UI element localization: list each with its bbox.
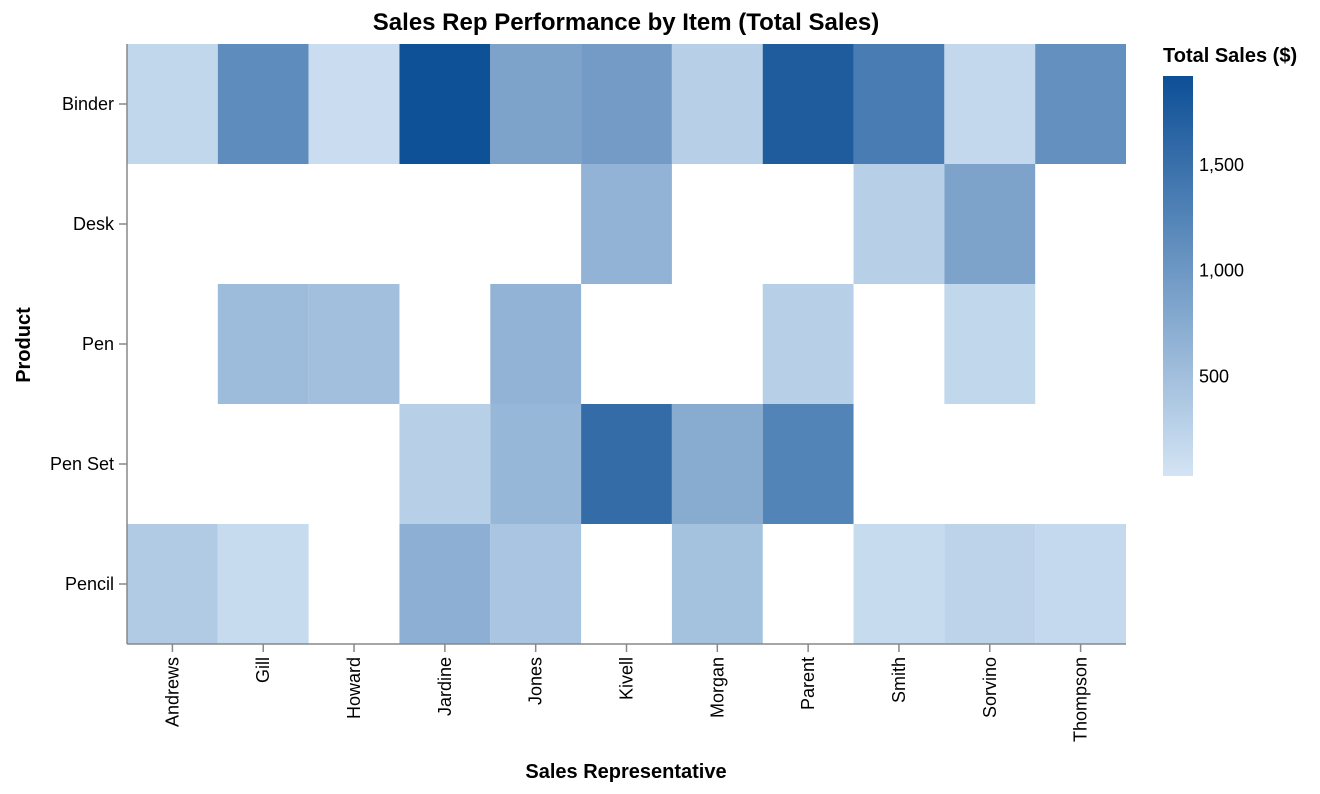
y-tick-label: Pen	[82, 334, 114, 354]
x-tick-label: Andrews	[162, 657, 182, 727]
heatmap-cell-binder-parent	[762, 44, 854, 164]
x-tick-label: Jones	[526, 657, 546, 705]
legend-tick-label: 1,500	[1199, 155, 1244, 175]
heatmap-cell-binder-andrews	[127, 44, 218, 164]
heatmap-cell-pen-parent	[762, 284, 854, 404]
legend-tick-label: 1,000	[1199, 261, 1244, 281]
x-tick-label: Parent	[798, 657, 818, 710]
heatmap-cell-binder-howard	[308, 44, 400, 164]
x-tick-label: Howard	[344, 657, 364, 719]
y-tick-label: Binder	[62, 94, 114, 114]
heatmap-cell-pencil-morgan	[671, 524, 763, 644]
heatmap-cell-pencil-andrews	[127, 524, 218, 644]
heatmap-cell-pen-set-jardine	[399, 404, 491, 524]
chart-title: Sales Rep Performance by Item (Total Sal…	[373, 9, 879, 36]
y-axis-title: Product	[13, 307, 35, 383]
heatmap-cell-pen-gill	[217, 284, 309, 404]
legend-title: Total Sales ($)	[1163, 45, 1297, 67]
heatmap-cell-pen-jones	[490, 284, 582, 404]
heatmap-cell-pencil-thompson	[1035, 524, 1126, 644]
y-tick-label: Pencil	[65, 574, 114, 594]
heatmap-cell-binder-jardine	[399, 44, 491, 164]
heatmap-cell-pencil-jardine	[399, 524, 491, 644]
x-tick-label: Gill	[253, 657, 273, 683]
heatmap-cell-pencil-smith	[853, 524, 945, 644]
heatmap-cell-pen-howard	[308, 284, 400, 404]
x-tick-label: Jardine	[435, 657, 455, 716]
heatmap-cell-pen-set-morgan	[671, 404, 763, 524]
heatmap-cell-binder-sorvino	[944, 44, 1036, 164]
heatmap-cell-pencil-jones	[490, 524, 582, 644]
legend-tick-label: 500	[1199, 367, 1229, 387]
x-tick-label: Smith	[889, 657, 909, 703]
heatmap-cell-pencil-sorvino	[944, 524, 1036, 644]
heatmap-cell-pen-set-parent	[762, 404, 854, 524]
legend-gradient-bar	[1163, 76, 1193, 476]
heatmap-cell-binder-gill	[217, 44, 309, 164]
heatmap-cell-desk-smith	[853, 164, 945, 284]
heatmap-cell-desk-kivell	[581, 164, 672, 284]
y-tick-label: Pen Set	[50, 454, 114, 474]
x-tick-label: Morgan	[707, 657, 727, 718]
heatmap-cell-binder-jones	[490, 44, 582, 164]
x-tick-label: Thompson	[1071, 657, 1091, 742]
axes: Binder Desk Pen Pen Set Pencil Andrews Gill How…	[50, 44, 1126, 742]
x-tick-label: Sorvino	[980, 657, 1000, 718]
x-tick-label: Kivell	[617, 657, 637, 700]
heatmap-cell-pen-sorvino	[944, 284, 1036, 404]
heatmap-cell-binder-kivell	[581, 44, 672, 164]
heatmap-cell-pen-set-jones	[490, 404, 582, 524]
heatmap-cell-pen-set-kivell	[581, 404, 672, 524]
heatmap-cell-desk-sorvino	[944, 164, 1036, 284]
heatmap-cell-binder-smith	[853, 44, 945, 164]
heatmap-cell-binder-morgan	[671, 44, 763, 164]
heatmap-cell-binder-thompson	[1035, 44, 1126, 164]
heatmap-cells	[127, 44, 1126, 644]
color-legend: Total Sales ($) 500 1,000 1,500	[1163, 45, 1297, 476]
heatmap-cell-pencil-gill	[217, 524, 309, 644]
y-tick-label: Desk	[73, 214, 115, 234]
x-axis-title: Sales Representative	[525, 761, 726, 783]
